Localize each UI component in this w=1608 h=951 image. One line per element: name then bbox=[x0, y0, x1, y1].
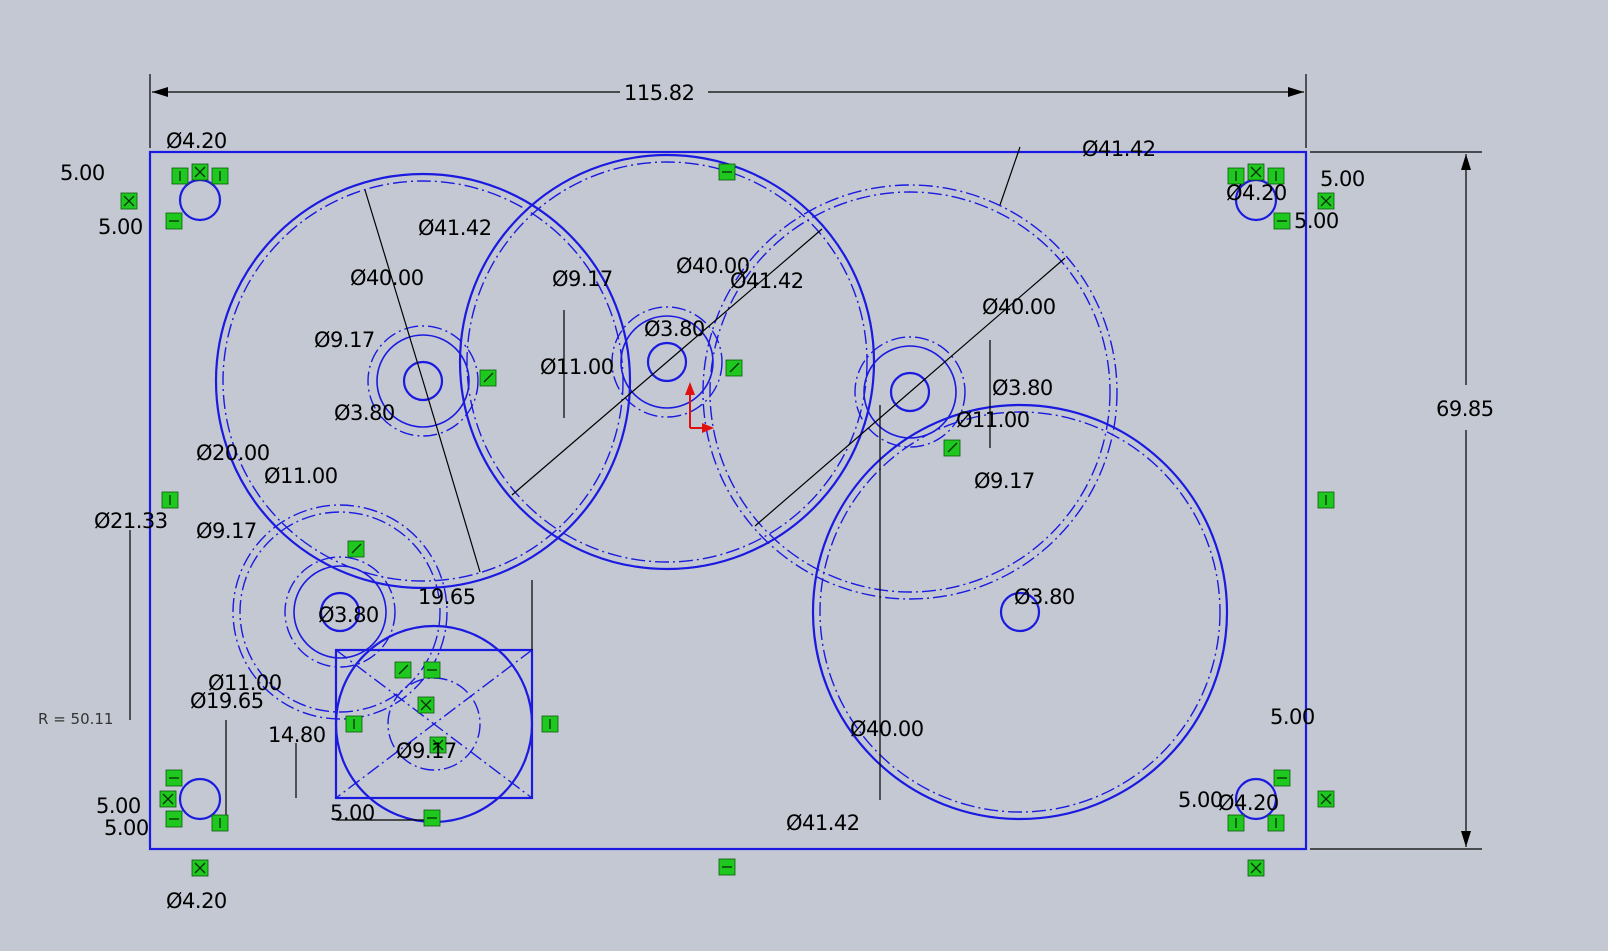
relation-tangent-icon[interactable] bbox=[725, 359, 743, 377]
dim-motor-height[interactable]: 14.80 bbox=[268, 723, 326, 747]
dim-corner-tr-dia[interactable]: Ø4.20 bbox=[1226, 181, 1287, 205]
relation-horizontal-icon[interactable] bbox=[165, 810, 183, 828]
dim-gear-right-hub[interactable]: Ø9.17 bbox=[974, 469, 1035, 493]
relation-tangent-icon[interactable] bbox=[943, 439, 961, 457]
dim-gear-small-outer[interactable]: Ø21.33 bbox=[94, 509, 168, 533]
dim-gear-center-hub[interactable]: Ø9.17 bbox=[552, 267, 613, 291]
dim-gear-center-bore[interactable]: Ø3.80 bbox=[644, 317, 705, 341]
relation-horizontal-icon[interactable] bbox=[423, 809, 441, 827]
dim-gear-left-outer[interactable]: Ø41.42 bbox=[418, 216, 492, 240]
relation-horizontal-icon[interactable] bbox=[165, 212, 183, 230]
dim-gear-left-boss[interactable]: Ø11.00 bbox=[264, 464, 338, 488]
relation-horizontal-icon[interactable] bbox=[165, 769, 183, 787]
dim-gear-small-hub[interactable]: Ø9.17 bbox=[196, 519, 257, 543]
dim-gear-lr-pitch[interactable]: Ø40.00 bbox=[850, 717, 924, 741]
gear-center[interactable] bbox=[458, 153, 876, 571]
dim-gear-small-pitch[interactable]: Ø20.00 bbox=[196, 441, 270, 465]
relation-vertical-icon[interactable] bbox=[211, 814, 229, 832]
relation-vertical-icon[interactable] bbox=[211, 167, 229, 185]
relation-coincident-icon[interactable] bbox=[191, 859, 209, 877]
relation-coincident-icon[interactable] bbox=[417, 696, 435, 714]
dim-motor-dia[interactable]: Ø19.65 bbox=[190, 689, 264, 713]
relation-vertical-icon[interactable] bbox=[541, 715, 559, 733]
relation-tangent-icon[interactable] bbox=[479, 369, 497, 387]
dim-gear-small-boss[interactable]: Ø11.00 bbox=[208, 671, 282, 695]
gear-right[interactable] bbox=[702, 184, 1118, 600]
dim-gear-left-hub[interactable]: Ø9.17 bbox=[314, 328, 375, 352]
dim-corner-tl-y[interactable]: 5.00 bbox=[60, 161, 105, 185]
relation-markers bbox=[120, 163, 1335, 877]
dim-motor-offset[interactable]: 5.00 bbox=[330, 801, 375, 825]
relation-vertical-icon[interactable] bbox=[1227, 167, 1245, 185]
plate-outline[interactable] bbox=[148, 150, 1308, 851]
relation-vertical-icon[interactable] bbox=[1267, 167, 1285, 185]
origin-marker bbox=[685, 382, 714, 433]
dim-motor-width[interactable]: 19.65 bbox=[418, 585, 476, 609]
dim-gear-center-boss[interactable]: Ø11.00 bbox=[540, 355, 614, 379]
corner-hole-bl[interactable] bbox=[178, 777, 222, 821]
dim-gear-center-outer[interactable]: Ø41.42 bbox=[730, 269, 804, 293]
relation-vertical-icon[interactable] bbox=[1317, 491, 1335, 509]
relation-coincident-icon[interactable] bbox=[1317, 790, 1335, 808]
dim-gear-right-pitch[interactable]: Ø40.00 bbox=[982, 295, 1056, 319]
dimension-lines bbox=[129, 74, 1482, 850]
corner-hole-br[interactable] bbox=[1234, 777, 1278, 821]
relation-coincident-icon[interactable] bbox=[429, 736, 447, 754]
relation-horizontal-icon[interactable] bbox=[718, 163, 736, 181]
dim-gear-small-bore[interactable]: Ø3.80 bbox=[318, 603, 379, 627]
relation-coincident-icon[interactable] bbox=[120, 192, 138, 210]
dim-gear-left-bore[interactable]: Ø3.80 bbox=[334, 401, 395, 425]
dim-corner-tr-x[interactable]: 5.00 bbox=[1294, 209, 1339, 233]
relation-coincident-icon[interactable] bbox=[1317, 192, 1335, 210]
dim-corner-br-x[interactable]: 5.00 bbox=[1178, 788, 1223, 812]
motor-mount[interactable] bbox=[334, 624, 534, 824]
dim-overall-height[interactable]: 69.85 bbox=[1436, 397, 1494, 421]
dim-gear-center-pitch[interactable]: Ø40.00 bbox=[676, 254, 750, 278]
dim-gear-right-outer[interactable]: Ø41.42 bbox=[1082, 137, 1156, 161]
dim-corner-br-dia[interactable]: Ø4.20 bbox=[1218, 791, 1279, 815]
relation-coincident-icon[interactable] bbox=[159, 790, 177, 808]
dim-corner-bl-y[interactable]: 5.00 bbox=[96, 794, 141, 818]
relation-vertical-icon[interactable] bbox=[1227, 814, 1245, 832]
relation-horizontal-icon[interactable] bbox=[423, 661, 441, 679]
relation-vertical-icon[interactable] bbox=[171, 167, 189, 185]
relation-tangent-icon[interactable] bbox=[394, 661, 412, 679]
dim-corner-bl-dia[interactable]: Ø4.20 bbox=[166, 889, 227, 913]
relation-coincident-icon[interactable] bbox=[1247, 163, 1265, 181]
relation-coincident-icon[interactable] bbox=[191, 163, 209, 181]
dim-corner-tl-x[interactable]: 5.00 bbox=[98, 215, 143, 239]
dimension-labels: 115.82 69.85 Ø4.20 5.00 5.00 Ø4.20 5.00 … bbox=[38, 78, 1494, 913]
dim-gear-right-bore[interactable]: Ø3.80 bbox=[992, 376, 1053, 400]
dim-corner-br-y[interactable]: 5.00 bbox=[1270, 705, 1315, 729]
gear-lower-right[interactable] bbox=[811, 403, 1229, 821]
relation-horizontal-icon[interactable] bbox=[1273, 769, 1291, 787]
relation-coincident-icon[interactable] bbox=[1247, 859, 1265, 877]
dim-motor-inner[interactable]: Ø9.17 bbox=[396, 739, 457, 763]
gear-left[interactable] bbox=[214, 172, 632, 590]
corner-hole-tl[interactable] bbox=[178, 178, 222, 222]
dim-gear-right-boss[interactable]: Ø11.00 bbox=[956, 408, 1030, 432]
dim-gear-lr-outer[interactable]: Ø41.42 bbox=[786, 811, 860, 835]
dim-corner-tl-dia[interactable]: Ø4.20 bbox=[166, 129, 227, 153]
relation-vertical-icon[interactable] bbox=[345, 715, 363, 733]
dim-corner-bl-x[interactable]: 5.00 bbox=[104, 816, 149, 840]
dim-gear-left-pitch[interactable]: Ø40.00 bbox=[350, 266, 424, 290]
dim-overall-width[interactable]: 115.82 bbox=[624, 81, 695, 105]
relation-horizontal-icon[interactable] bbox=[718, 858, 736, 876]
relation-vertical-icon[interactable] bbox=[1267, 814, 1285, 832]
gear-small[interactable] bbox=[232, 504, 448, 720]
dim-gear-small-radius[interactable]: R = 50.11 bbox=[38, 710, 113, 728]
dim-corner-tr-y[interactable]: 5.00 bbox=[1320, 167, 1365, 191]
relation-horizontal-icon[interactable] bbox=[1273, 212, 1291, 230]
relation-tangent-icon[interactable] bbox=[347, 540, 365, 558]
dim-gear-lr-bore[interactable]: Ø3.80 bbox=[1014, 585, 1075, 609]
relation-vertical-icon[interactable] bbox=[161, 491, 179, 509]
